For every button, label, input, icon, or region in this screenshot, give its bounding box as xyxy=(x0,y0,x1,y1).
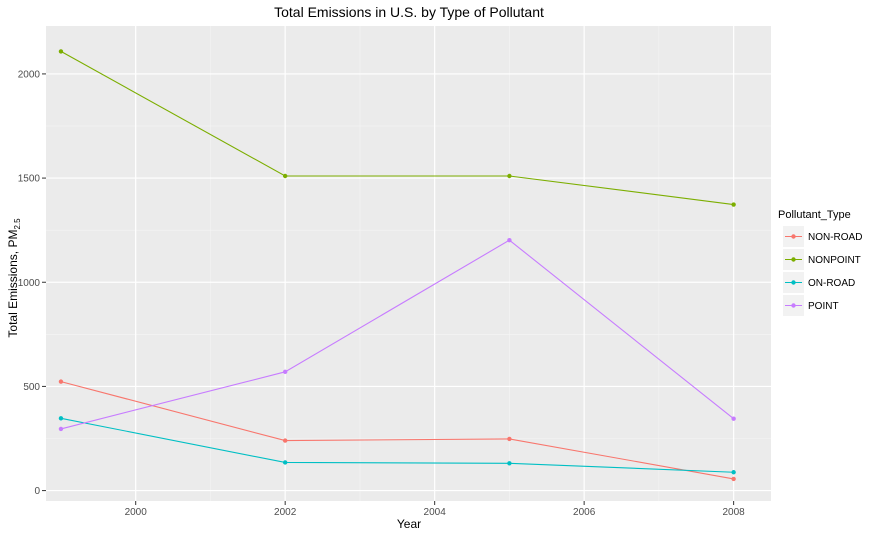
chart-title: Total Emissions in U.S. by Type of Pollu… xyxy=(274,4,544,20)
y-axis: 0 500 1000 1500 2000 xyxy=(18,69,46,497)
y-axis-title-main: Total Emissions, PM xyxy=(6,230,20,338)
legend-key-point xyxy=(791,234,796,239)
data-point-point xyxy=(282,369,288,375)
x-tick-label: 2004 xyxy=(424,507,447,518)
series-line-point xyxy=(60,239,734,430)
data-point-non-road xyxy=(507,436,512,442)
data-point-nonpoint xyxy=(282,173,288,179)
data-point-on-road xyxy=(282,460,288,465)
y-axis-title-subscript: 2.5 xyxy=(13,218,22,230)
data-point-non-road xyxy=(731,476,736,482)
x-tick-label: 2000 xyxy=(125,507,148,518)
data-point-nonpoint xyxy=(58,49,64,54)
x-tick-label: 2008 xyxy=(723,507,746,518)
y-tick-label: 1000 xyxy=(18,278,41,289)
x-tick-label: 2006 xyxy=(573,507,596,518)
grid-major xyxy=(46,26,771,501)
y-tick-label: 2000 xyxy=(18,69,41,80)
legend-key-point xyxy=(791,303,796,308)
legend-label-on-road: ON-ROAD xyxy=(808,278,855,289)
legend-key-point xyxy=(791,257,796,262)
data-point-point xyxy=(58,426,64,432)
legend-key-point xyxy=(791,280,796,285)
x-axis: 2000 2002 2004 2006 2008 xyxy=(125,501,746,518)
x-axis-title: Year xyxy=(397,517,421,531)
legend-label-point: POINT xyxy=(808,301,839,312)
legend-item-non-road: NON-ROAD xyxy=(783,226,862,247)
series-layer xyxy=(58,49,736,482)
series-line-on-road xyxy=(60,417,734,473)
x-tick-label: 2002 xyxy=(274,507,297,518)
y-tick-label: 0 xyxy=(34,486,40,497)
series-line-nonpoint xyxy=(60,50,734,206)
y-tick-label: 500 xyxy=(23,382,40,393)
legend-item-nonpoint: NONPOINT xyxy=(783,249,861,270)
plot-panel xyxy=(46,26,771,501)
legend-label-non-road: NON-ROAD xyxy=(808,232,862,243)
data-point-on-road xyxy=(507,461,512,466)
data-point-nonpoint xyxy=(731,202,736,207)
series-line-non-road xyxy=(60,381,734,480)
y-tick-label: 1500 xyxy=(18,174,41,185)
legend: Pollutant_Type NON-ROAD NONPOINT ON-ROAD PO… xyxy=(778,209,862,316)
data-point-nonpoint xyxy=(507,173,512,179)
legend-item-point: POINT xyxy=(783,295,839,316)
data-point-on-road xyxy=(731,470,736,475)
legend-label-nonpoint: NONPOINT xyxy=(808,255,861,266)
data-point-on-road xyxy=(58,416,64,421)
y-axis-title: Total Emissions, PM2.5 xyxy=(6,218,22,338)
data-point-point xyxy=(731,416,736,421)
data-point-non-road xyxy=(282,438,288,443)
legend-item-on-road: ON-ROAD xyxy=(783,272,855,293)
data-point-non-road xyxy=(58,379,64,384)
grid-minor xyxy=(46,26,771,501)
data-point-point xyxy=(507,237,512,243)
legend-title: Pollutant_Type xyxy=(778,209,851,221)
